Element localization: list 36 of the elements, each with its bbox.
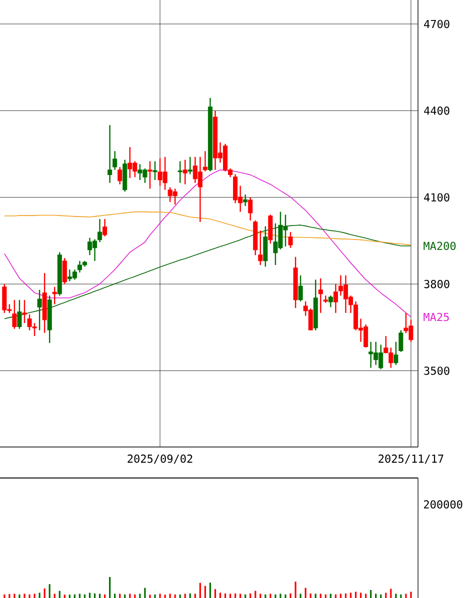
candlestick <box>62 257 67 285</box>
candlestick <box>52 286 57 305</box>
candlestick <box>112 150 118 170</box>
candlestick <box>182 159 188 185</box>
candlestick <box>248 196 253 222</box>
candlestick <box>398 330 404 353</box>
series-label: MA25 <box>424 312 449 322</box>
x-tick-label: 2025/11/17 <box>378 454 444 464</box>
candlestick <box>102 218 108 237</box>
candlestick <box>243 194 248 207</box>
text: 200000 <box>424 500 462 509</box>
y-tick-label: 3500 <box>424 366 450 375</box>
series-label: MA200 <box>424 242 456 250</box>
candlestick <box>202 150 208 172</box>
candlestick <box>333 283 338 314</box>
x-tick-label: 2025/09/02 <box>128 454 192 464</box>
candlestick <box>152 160 158 181</box>
candlestick <box>268 214 273 244</box>
candlestick <box>318 278 323 314</box>
candlestick <box>22 299 27 324</box>
candlestick <box>298 274 303 302</box>
y-tick-label: 4400 <box>424 106 450 115</box>
candlestick <box>288 231 293 249</box>
y-tick-label: 4700 <box>424 20 450 28</box>
candlestick <box>258 230 263 266</box>
candlestick <box>394 341 398 366</box>
candlestick <box>188 156 192 175</box>
candlestick <box>118 166 122 185</box>
candlestick <box>328 294 333 308</box>
candlestick <box>178 160 182 184</box>
y-tick-label: 4100 <box>424 193 450 202</box>
y-tick-label: 3800 <box>424 280 450 288</box>
candlestick <box>148 160 152 190</box>
candlestick <box>108 124 112 184</box>
candlestick <box>98 218 102 243</box>
candlestick <box>12 299 17 330</box>
